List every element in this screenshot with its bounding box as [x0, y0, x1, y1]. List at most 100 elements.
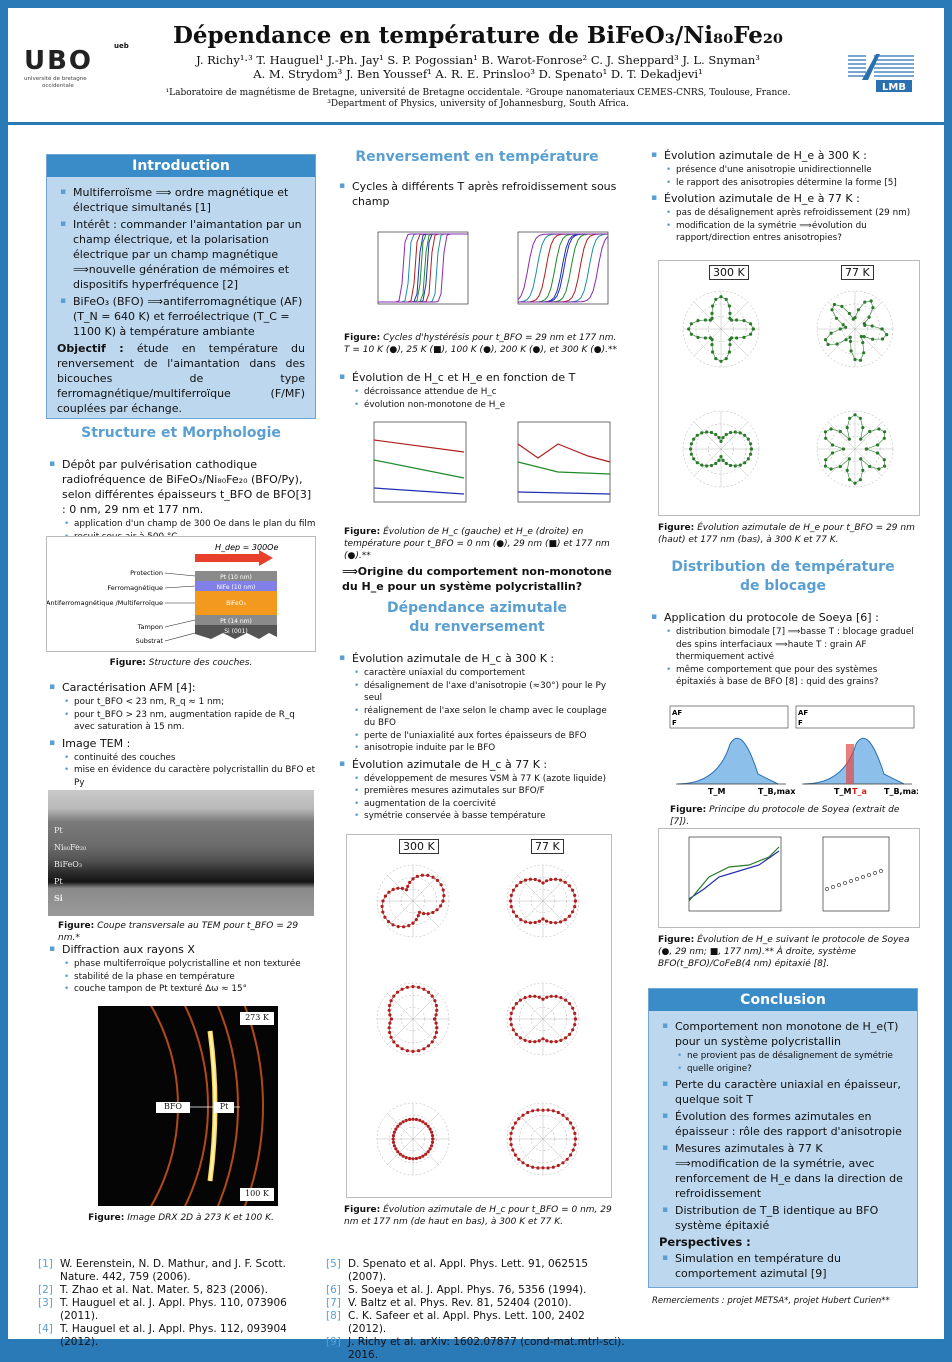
soeya-sub-1: distribution bimodale [7] ⟹basse T : blo…: [664, 626, 918, 664]
tem-label-4: Pt: [54, 877, 63, 886]
polar-hc-point: [573, 1017, 577, 1021]
polar-he-svg: [682, 290, 894, 488]
stack-label-3: Antiferromagnétique /Multiferroïque: [47, 599, 163, 607]
polar-grid-spoke: [387, 900, 414, 927]
layer-pt-top: [195, 571, 277, 581]
polar-hc-point-line: [510, 1109, 576, 1169]
reference-item: [3] T. Hauguel et al. J. Appl. Phys. 110,…: [38, 1297, 328, 1323]
azimutale-heading: Dépendance azimutale du renversement: [386, 600, 568, 635]
he-series-line: [517, 461, 611, 475]
polar-hc-svg: [376, 864, 580, 1176]
polar-grid-spoke: [854, 328, 883, 357]
origin-question: ⟹Origine du comportement non-monotone du…: [342, 565, 612, 593]
polar-grid-spoke: [542, 1113, 569, 1140]
stack-name-4: Pt (14 nm): [220, 618, 252, 625]
drx-rings-svg: [150, 1006, 274, 1206]
drx-image: 273 K BFO Pt 100 K: [98, 1006, 278, 1206]
reference-text: S. Soeya et al. J. Appl. Phys. 76, 5356 …: [348, 1284, 587, 1296]
polar-grid-spoke: [387, 1113, 414, 1140]
field-arrow-icon: [195, 550, 273, 566]
polar-grid-spoke: [827, 301, 856, 330]
layer-si: [195, 625, 277, 639]
hc-he-bullet: Évolution de H_c et H_e en fonction de T…: [336, 370, 618, 411]
reference-number: [8]: [326, 1310, 341, 1322]
he-protocol-line: [688, 850, 780, 900]
az-300k-sub-2: désalignement de l'axe d'anisotropie (≈3…: [352, 680, 618, 705]
polar-grid-spoke: [720, 448, 749, 477]
polar-grid-spoke: [693, 328, 722, 357]
reference-number: [4]: [38, 1323, 53, 1335]
soeya-ta-label: T_a: [852, 787, 867, 796]
intro-bullet-3: BiFeO₃ (BFO) ⟹antiferromagnétique (AF)(T…: [57, 294, 305, 339]
soeya-tbmax-label: T_B,max: [758, 787, 796, 796]
tem-caption-text: Coupe transversale au TEM pour t_BFO = 2…: [58, 921, 299, 943]
soeya-svg: AF F T_M T_B,max AF F T_M T_B,max T_a: [669, 705, 922, 796]
polar-grid-spoke: [387, 1138, 414, 1165]
az-300k-sub-4: perte de l'uniaxialité aux fortes épaiss…: [352, 730, 618, 743]
he-77k-bullet: Évolution azimutale de H_e à 77 K : pas …: [648, 191, 918, 245]
reference-text: W. Eerenstein, N. D. Mathur, and J. F. S…: [60, 1258, 286, 1283]
cycles-bullet: Cycles à différents T après refroidissem…: [336, 179, 618, 209]
he-protocol-line: [688, 846, 780, 902]
polar-grid-spoke: [412, 1113, 439, 1140]
polar-grid-spoke: [542, 993, 569, 1020]
soeya-figure: AF F T_M T_B,max AF F T_M T_B,max T_a: [668, 704, 922, 796]
intro-objective: Objectif : étude en température du renve…: [57, 341, 305, 416]
polar-grid-spoke: [517, 900, 544, 927]
conclusion-sub-1: ne provient pas de désalignement de symé…: [675, 1050, 907, 1063]
polar-hc-point-line: [381, 874, 445, 928]
deposition-bullet: Dépôt par pulvérisation cathodique radio…: [46, 457, 316, 543]
reference-item: [8] C. K. Safeer et al. Appl. Phys. Lett.…: [326, 1310, 626, 1336]
tem-sub-1: continuité des couches: [62, 752, 316, 765]
tem-label-3: BiFeO₃: [54, 860, 83, 869]
polar-hc-point-line: [392, 1118, 434, 1160]
drx-text: Diffraction aux rayons X: [62, 943, 195, 956]
az-300k-sub-3: réalignement de l'axe selon le champ ave…: [352, 705, 618, 730]
reference-number: [2]: [38, 1284, 53, 1296]
polar-grid-spoke: [720, 421, 749, 450]
tem-bullet: Image TEM : continuité des couchesmise e…: [46, 736, 316, 790]
reference-text: T. Hauguel et al. J. Appl. Phys. 110, 07…: [60, 1297, 287, 1322]
poster: UBO université de bretagne occidentale u…: [8, 8, 944, 1361]
he-epitaxial-point: [837, 883, 841, 887]
reference-item: [4] T. Hauguel et al. J. Appl. Phys. 112,…: [38, 1323, 328, 1349]
soeya-left-spins-box: [669, 705, 789, 729]
he-protocol-figure: [658, 828, 920, 928]
soeya-tm-label: T_M: [708, 787, 725, 796]
polar-he-300k-label: 300 K: [709, 265, 749, 280]
hc-he-figure: [342, 418, 618, 514]
soeya-af-label: AF: [672, 709, 682, 717]
drx-label-bfo: BFO: [164, 1102, 182, 1111]
references-right: [5] D. Spenato et al. Appl. Phys. Lett. 9…: [326, 1258, 626, 1362]
ubo-logo-text: UBO: [24, 46, 94, 76]
he-epitaxial-point: [825, 887, 829, 891]
polar-he-figure: 300 K 77 K: [658, 260, 920, 516]
polar-grid-spoke: [827, 448, 856, 477]
conclusion-bullet-1: Comportement non monotone de H_e(T) pour…: [659, 1019, 907, 1075]
drx-sub-2: stabilité de la phase en température: [62, 971, 316, 984]
intro-bullet-1: Multiferroïsme ⟹ ordre magnétique et éle…: [57, 185, 305, 215]
hc-he-sub-1: décroissance attendue de H_c: [352, 386, 618, 399]
authors-line1: J. Richy¹·³ T. Hauguel¹ J.-Ph. Jay¹ S. P…: [196, 53, 760, 67]
polar-grid-spoke: [827, 328, 856, 357]
reference-item: [5] D. Spenato et al. Appl. Phys. Lett. 9…: [326, 1258, 626, 1284]
stack-name-2: NiFe (10 nm): [217, 584, 256, 591]
az-77k-text: Évolution azimutale de H_c à 77 K :: [352, 757, 548, 771]
polar-he-point-line: [825, 414, 885, 484]
polar-grid-spoke: [693, 448, 722, 477]
conclusion-bullet-3: Évolution des formes azimutales en épais…: [659, 1109, 907, 1139]
az-77k-sub-4: symétrie conservée à basse température: [352, 810, 618, 823]
reference-text: T. Hauguel et al. J. Appl. Phys. 112, 09…: [60, 1323, 287, 1348]
reference-item: [9] J. Richy et al. arXiv: 1602.07877 (co…: [326, 1336, 626, 1362]
polar-grid-spoke: [517, 1113, 544, 1140]
reference-text: T. Zhao et al. Nat. Mater. 5, 823 (2006)…: [60, 1284, 268, 1296]
polar-grid-spoke: [387, 993, 414, 1020]
az-77k-bullet: Évolution azimutale de H_c à 77 K : déve…: [336, 757, 618, 823]
soeya-f-label: F: [672, 719, 677, 727]
tem-image: Pt Ni₈₀Fe₂₀ BiFeO₃ Pt Si: [48, 790, 314, 916]
layer-nife: [195, 581, 277, 591]
lmb-logo: LMB: [846, 50, 916, 94]
tem-text: Image TEM :: [62, 736, 131, 750]
reference-number: [5]: [326, 1258, 341, 1270]
tem-label-5: Si: [54, 893, 63, 903]
